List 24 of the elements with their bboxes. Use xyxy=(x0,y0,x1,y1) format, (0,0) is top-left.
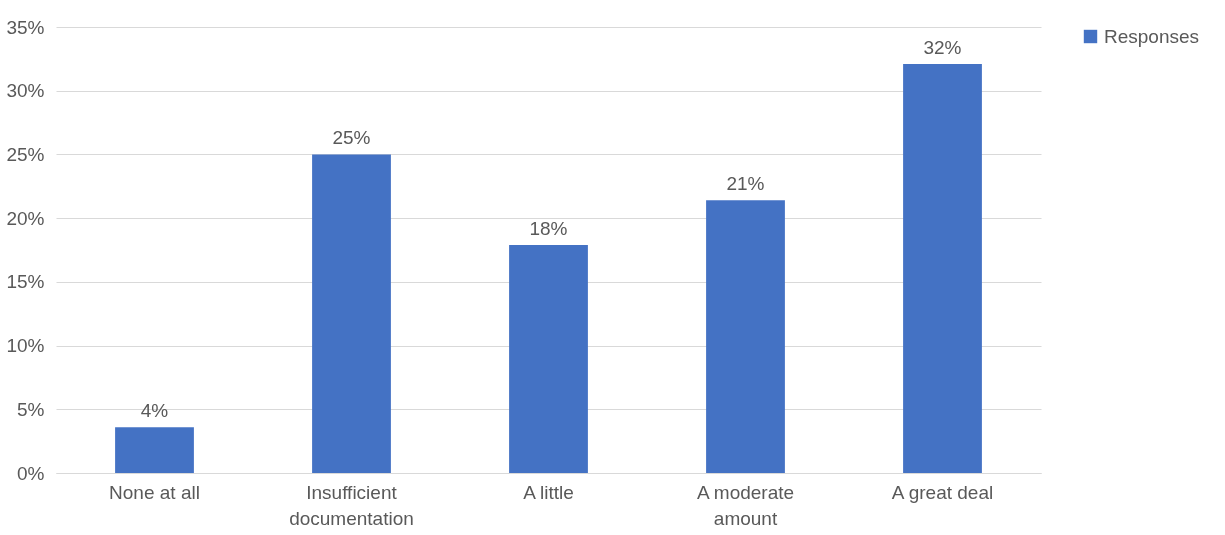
bar xyxy=(509,244,588,473)
y-tick-label: 30% xyxy=(6,80,45,102)
data-label: 25% xyxy=(332,127,371,149)
y-tick-label: 5% xyxy=(17,398,45,420)
bar xyxy=(115,427,194,473)
y-tick-label: 25% xyxy=(6,143,45,165)
data-label: 21% xyxy=(726,173,765,195)
x-tick-label: A little xyxy=(523,481,574,503)
x-tick-label: None at all xyxy=(109,481,200,503)
x-tick-label: A great deal xyxy=(891,481,994,503)
y-tick-label: 20% xyxy=(6,207,45,229)
y-tick-label: 0% xyxy=(17,462,45,484)
y-tick-label: 15% xyxy=(6,271,45,293)
x-tick-label: A moderate amount xyxy=(696,481,795,529)
y-tick-label: 10% xyxy=(6,335,45,357)
bar xyxy=(312,154,391,473)
data-label: 32% xyxy=(923,36,962,58)
data-label: 18% xyxy=(529,217,568,239)
bar xyxy=(706,200,785,473)
y-tick-label: 35% xyxy=(6,16,45,38)
data-label: 4% xyxy=(140,400,169,422)
bar xyxy=(903,63,982,473)
x-tick-label: Insufficient documentation xyxy=(289,481,414,529)
legend-label: Responses xyxy=(1104,25,1200,47)
